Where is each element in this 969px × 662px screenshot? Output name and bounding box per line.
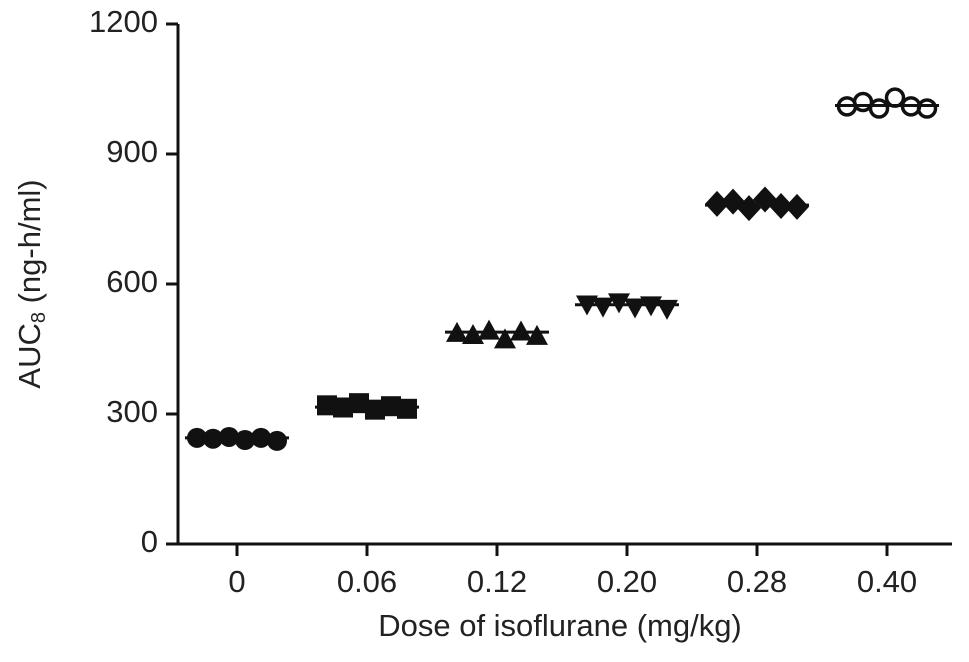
point	[592, 297, 614, 318]
point	[494, 328, 516, 349]
point	[916, 98, 938, 119]
point	[267, 430, 287, 451]
point	[526, 324, 548, 345]
y-axis-label-unit: (ng-h/ml)	[12, 179, 47, 312]
point	[640, 296, 662, 317]
point	[397, 398, 417, 419]
point	[884, 87, 906, 108]
y-tick-label: 0	[141, 524, 158, 559]
point	[576, 295, 598, 316]
point	[349, 393, 369, 414]
point	[251, 427, 271, 448]
y-tick-label: 300	[106, 394, 158, 429]
point	[462, 324, 484, 344]
y-axis-label-subscript: 8	[28, 312, 50, 323]
point	[317, 395, 337, 416]
point	[187, 427, 207, 448]
point	[381, 396, 401, 417]
point	[656, 299, 678, 320]
point	[478, 319, 500, 340]
point	[510, 320, 532, 341]
point	[235, 430, 255, 450]
point	[785, 193, 809, 220]
point	[219, 426, 239, 447]
y-tick-label: 1200	[89, 4, 158, 39]
point	[769, 193, 793, 219]
point	[608, 293, 630, 314]
y-tick-label: 900	[106, 134, 158, 169]
point	[705, 190, 729, 217]
point	[624, 298, 646, 319]
x-tick-label: 0.40	[857, 564, 917, 599]
x-tick-label: 0.06	[337, 564, 397, 599]
point	[333, 397, 353, 418]
x-tick-label: 0.20	[597, 564, 657, 599]
point	[365, 399, 385, 420]
x-tick-label: 0.28	[727, 564, 787, 599]
point	[737, 195, 761, 222]
point	[203, 428, 223, 449]
y-tick-label: 600	[106, 264, 158, 299]
x-tick-label: 0	[228, 564, 245, 599]
point	[446, 321, 468, 342]
x-tick-label: 0.12	[467, 564, 527, 599]
point	[868, 98, 890, 119]
y-axis-label: AUC8 (ng-h/ml)	[12, 179, 50, 388]
x-axis-label: Dose of isoflurane (mg/kg)	[378, 608, 742, 643]
y-axis-label-main: AUC	[12, 323, 47, 388]
